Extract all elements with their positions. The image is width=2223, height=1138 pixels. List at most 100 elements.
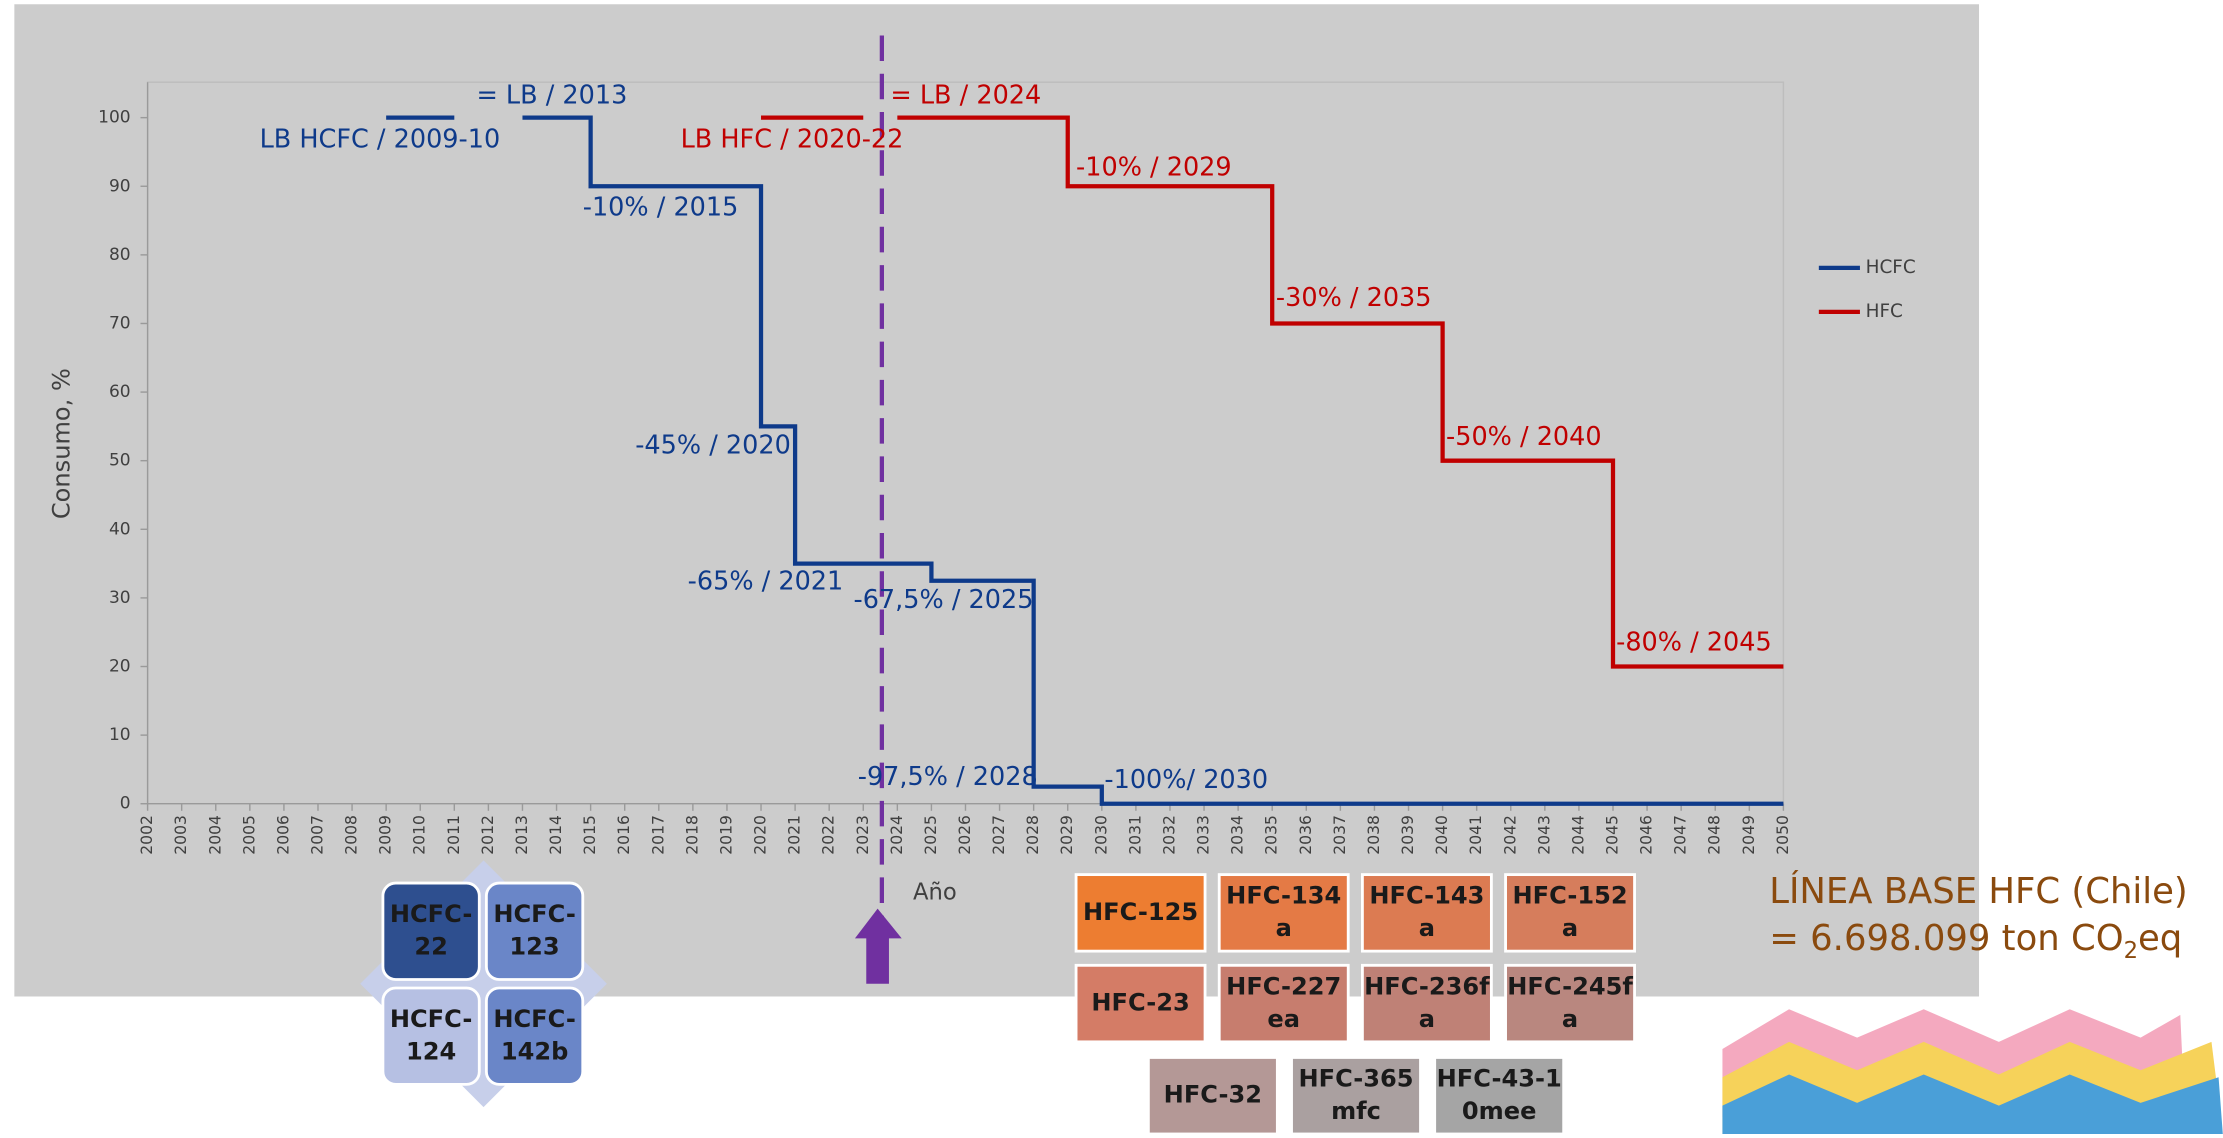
x-tick-label: 2003 bbox=[172, 815, 190, 855]
annotation: -97,5% / 2028 bbox=[858, 762, 1038, 792]
x-tick-label: 2028 bbox=[1024, 815, 1042, 855]
y-tick-label: 20 bbox=[109, 657, 131, 677]
annotation: -80% / 2045 bbox=[1616, 628, 1772, 658]
substance-box: HCFC-142b bbox=[486, 988, 582, 1084]
y-tick-label: 60 bbox=[109, 382, 131, 402]
x-tick-label: 2012 bbox=[479, 815, 497, 855]
annotation: = LB / 2024 bbox=[890, 80, 1041, 110]
x-tick-label: 2007 bbox=[308, 815, 326, 855]
y-tick-label: 40 bbox=[109, 519, 131, 539]
box bbox=[486, 988, 582, 1084]
baseline-subscript: 2 bbox=[2124, 938, 2138, 964]
x-tick-label: 2038 bbox=[1365, 815, 1383, 855]
annotation: LB HCFC / 2009-10 bbox=[260, 124, 501, 154]
box-label: 123 bbox=[509, 933, 559, 961]
baseline-suffix: eq bbox=[2138, 918, 2182, 959]
box-label: 0mee bbox=[1462, 1097, 1537, 1125]
x-tick-label: 2027 bbox=[990, 815, 1008, 855]
box-label: HFC-365 bbox=[1298, 1064, 1413, 1092]
box-label: HFC-23 bbox=[1091, 989, 1189, 1017]
substance-box: HFC-23 bbox=[1076, 965, 1205, 1042]
box-label: 22 bbox=[414, 933, 448, 961]
box-label: HFC-134 bbox=[1226, 882, 1341, 910]
legend-label: HCFC bbox=[1866, 257, 1916, 278]
x-tick-label: 2018 bbox=[683, 815, 701, 855]
box-label: a bbox=[1562, 1005, 1578, 1033]
substance-box: HFC-236f a bbox=[1362, 965, 1491, 1042]
x-tick-label: 2011 bbox=[445, 815, 463, 855]
baseline-value: = 6.698.099 ton CO2eq bbox=[1769, 918, 2182, 964]
x-tick-label: 2034 bbox=[1229, 815, 1247, 855]
substance-box: HFC-43-1 0mee bbox=[1435, 1057, 1564, 1134]
x-tick-label: 2006 bbox=[274, 815, 292, 855]
box-label: HFC-236f bbox=[1364, 972, 1490, 1000]
x-tick-label: 2047 bbox=[1672, 815, 1690, 855]
box-label: HFC-227 bbox=[1226, 972, 1341, 1000]
annotation: LB HFC / 2020-22 bbox=[681, 124, 904, 154]
box-label: HFC-43-1 bbox=[1437, 1064, 1562, 1092]
substance-box: HFC-32 bbox=[1148, 1057, 1277, 1134]
baseline-text: = 6.698.099 ton CO bbox=[1769, 918, 2123, 959]
x-tick-label: 2049 bbox=[1740, 815, 1758, 855]
y-axis-label: Consumo, % bbox=[48, 368, 76, 519]
box-label: HCFC- bbox=[390, 900, 472, 928]
annotation: -45% / 2020 bbox=[635, 431, 791, 461]
substance-box: HFC-227 ea bbox=[1219, 965, 1348, 1042]
box-label: HCFC- bbox=[493, 900, 576, 928]
box bbox=[383, 988, 479, 1084]
x-tick-label: 2021 bbox=[786, 815, 804, 855]
x-tick-label: 2050 bbox=[1774, 815, 1792, 855]
y-tick-label: 30 bbox=[109, 588, 131, 608]
x-tick-label: 2025 bbox=[922, 815, 940, 855]
x-tick-label: 2030 bbox=[1092, 815, 1110, 855]
box bbox=[383, 883, 479, 979]
box-label: HFC-125 bbox=[1083, 898, 1198, 926]
annotation: -100%/ 2030 bbox=[1104, 765, 1268, 795]
x-axis-label: Año bbox=[913, 880, 957, 906]
x-tick-label: 2040 bbox=[1433, 815, 1451, 855]
y-tick-label: 50 bbox=[109, 451, 131, 471]
x-tick-label: 2042 bbox=[1501, 815, 1519, 855]
box bbox=[486, 883, 582, 979]
x-tick-label: 2045 bbox=[1603, 815, 1621, 855]
box-label: a bbox=[1276, 914, 1292, 942]
x-tick-label: 2009 bbox=[377, 815, 395, 855]
x-tick-label: 2014 bbox=[547, 815, 565, 855]
y-tick-label: 80 bbox=[109, 245, 131, 265]
x-tick-label: 2026 bbox=[956, 815, 974, 855]
x-tick-label: 2004 bbox=[206, 815, 224, 855]
box-label: a bbox=[1419, 1005, 1435, 1033]
x-tick-label: 2046 bbox=[1638, 815, 1656, 855]
box-label: HFC-152 bbox=[1513, 882, 1628, 910]
annotation: -50% / 2040 bbox=[1446, 422, 1602, 452]
annotation: -10% / 2029 bbox=[1076, 153, 1232, 183]
x-tick-label: 2022 bbox=[820, 815, 838, 855]
legend-label: HFC bbox=[1866, 301, 1903, 322]
x-tick-label: 2015 bbox=[581, 815, 599, 855]
annotation: -67,5% / 2025 bbox=[854, 585, 1034, 615]
x-tick-label: 2043 bbox=[1535, 815, 1553, 855]
x-tick-label: 2020 bbox=[752, 815, 770, 855]
annotation: -10% / 2015 bbox=[583, 192, 739, 222]
x-tick-label: 2016 bbox=[615, 815, 633, 855]
x-tick-label: 2005 bbox=[240, 815, 258, 855]
x-tick-label: 2013 bbox=[513, 815, 531, 855]
annotation: = LB / 2013 bbox=[476, 80, 627, 110]
box-label: 142b bbox=[501, 1037, 569, 1065]
x-tick-label: 2036 bbox=[1297, 815, 1315, 855]
box-label: ea bbox=[1267, 1005, 1300, 1033]
box-label: HFC-143 bbox=[1369, 882, 1484, 910]
y-tick-label: 100 bbox=[98, 108, 130, 128]
substance-box: HCFC- 22 bbox=[383, 883, 479, 979]
x-tick-label: 2033 bbox=[1195, 815, 1213, 855]
x-tick-label: 2037 bbox=[1331, 815, 1349, 855]
box-label: 124 bbox=[406, 1037, 456, 1065]
substance-box: HFC-134 a bbox=[1219, 875, 1348, 952]
y-tick-label: 90 bbox=[109, 176, 131, 196]
y-tick-label: 10 bbox=[109, 725, 131, 745]
x-tick-label: 2035 bbox=[1263, 815, 1281, 855]
substance-box: HCFC- 123 bbox=[486, 883, 582, 979]
